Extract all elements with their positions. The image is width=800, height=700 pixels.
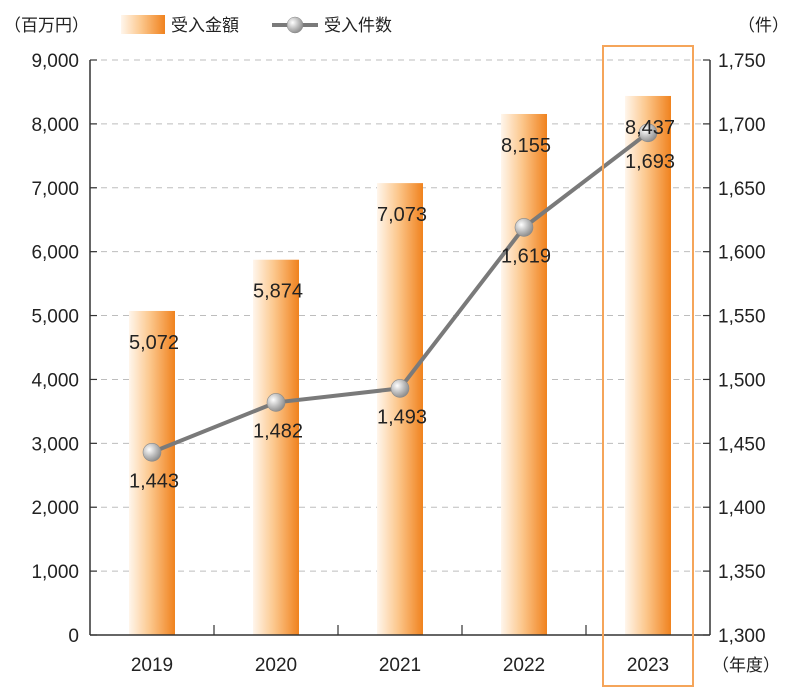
right-tick-label: 1,700 <box>718 115 766 136</box>
highlight-box-2023 <box>602 45 694 687</box>
bar <box>377 183 423 635</box>
right-tick-label: 1,450 <box>718 434 766 455</box>
count-point <box>266 393 286 412</box>
count-value-label: 1,482 <box>253 420 303 442</box>
bar-value-label: 8,155 <box>501 135 551 157</box>
left-axis-unit: （百万円） <box>4 16 89 35</box>
bar-value-label: 7,073 <box>377 204 427 226</box>
right-tick-label: 1,400 <box>718 498 766 519</box>
right-tick-label: 1,500 <box>718 370 766 391</box>
bar <box>129 310 175 635</box>
left-tick-label: 7,000 <box>31 179 79 200</box>
count-value-label: 1,443 <box>129 470 179 492</box>
legend-line-marker <box>286 16 304 34</box>
right-tick-label: 1,600 <box>718 243 766 264</box>
count-point <box>514 218 534 237</box>
count-value-label: 1,493 <box>377 406 427 428</box>
x-tick-label: 2019 <box>131 655 173 676</box>
x-tick-label: 2022 <box>503 655 545 676</box>
left-tick-label: 5,000 <box>31 307 79 328</box>
x-tick-label: 2023 <box>627 655 669 676</box>
bar-value-label: 5,874 <box>253 281 303 303</box>
x-axis-unit: （年度） <box>712 656 780 675</box>
count-line <box>142 123 658 462</box>
left-tick-label: 1,000 <box>31 562 79 583</box>
x-tick-label: 2021 <box>379 655 421 676</box>
bar <box>253 259 299 635</box>
bar-value-label: 8,437 <box>625 117 675 139</box>
bar-value-label: 5,072 <box>129 332 179 354</box>
legend-line-label: 受入件数 <box>324 16 392 35</box>
legend: 受入金額 受入件数 <box>121 15 392 35</box>
count-point <box>390 379 410 398</box>
count-point <box>638 123 658 143</box>
count-point <box>142 442 162 462</box>
bar <box>501 113 547 636</box>
left-tick-label: 9,000 <box>31 51 79 72</box>
left-tick-label: 3,000 <box>31 434 79 455</box>
count-value-label: 1,693 <box>625 151 675 173</box>
right-axis-unit: （件） <box>738 16 789 35</box>
count-value-label: 1,619 <box>501 245 551 267</box>
right-tick-label: 1,550 <box>718 307 766 328</box>
right-tick-label: 1,650 <box>718 179 766 200</box>
x-tick-label: 2020 <box>255 655 297 676</box>
axes: 0 1,000 2,000 3,000 4,000 5,000 6,000 7,000 8,00… <box>31 51 765 676</box>
legend-bar-label: 受入金額 <box>171 16 239 35</box>
bar <box>625 95 671 636</box>
right-tick-label: 1,750 <box>718 51 766 72</box>
left-tick-label: 0 <box>68 626 79 647</box>
right-tick-label: 1,300 <box>718 626 766 647</box>
left-tick-label: 8,000 <box>31 115 79 136</box>
right-tick-label: 1,350 <box>718 562 766 583</box>
data-labels: 5,072 5,874 7,073 8,155 8,437 1,443 1,482 1,493… <box>129 45 694 687</box>
legend-bar-swatch <box>121 15 165 34</box>
left-tick-label: 2,000 <box>31 498 79 519</box>
left-tick-label: 4,000 <box>31 370 79 391</box>
bars <box>129 95 671 636</box>
left-tick-label: 6,000 <box>31 243 79 264</box>
